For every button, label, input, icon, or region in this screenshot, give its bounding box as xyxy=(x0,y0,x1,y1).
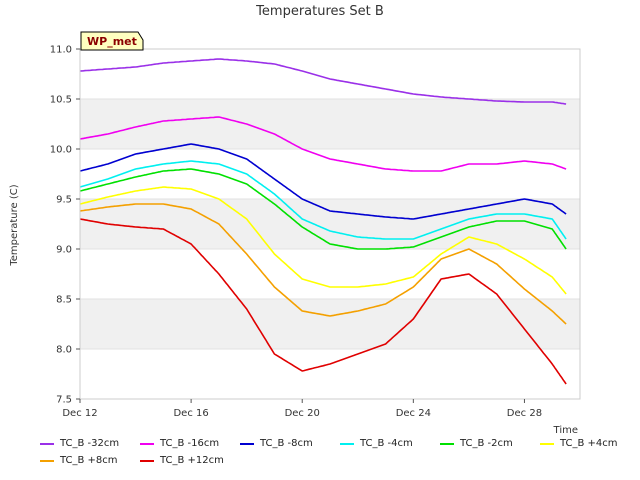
plot-lines xyxy=(79,58,567,385)
legend-swatch xyxy=(40,460,54,462)
y-tick-label: 9.5 xyxy=(56,195,72,206)
legend-swatch xyxy=(340,443,354,445)
series-line xyxy=(79,203,567,325)
chart-title: Temperatures Set B xyxy=(255,4,384,19)
legend-label: TC_B -4cm xyxy=(360,438,413,449)
grid-band xyxy=(80,99,580,149)
legend-label: TC_B -16cm xyxy=(160,438,220,449)
series-line xyxy=(79,186,567,295)
series-line xyxy=(79,168,567,250)
grid-band xyxy=(80,299,580,349)
x-tick-label: Dec 12 xyxy=(62,408,97,419)
x-tick-label: Dec 16 xyxy=(173,408,208,419)
y-tick-label: 10.0 xyxy=(50,145,72,156)
legend-label: TC_B +8cm xyxy=(60,455,118,466)
y-tick-label: 9.0 xyxy=(56,245,72,256)
axes: 7.5 8.0 8.5 9.0 9.5 10.0 10.5 11.0 Dec 12 Dec 16 D… xyxy=(50,45,581,419)
plot-frame xyxy=(79,48,581,400)
legend-label: TC_B -32cm xyxy=(60,438,120,449)
series-line xyxy=(79,143,567,220)
legend-label: TC_B +12cm xyxy=(160,455,224,466)
legend-swatch xyxy=(440,443,454,445)
y-tick-label: 8.0 xyxy=(56,345,72,356)
x-axis-label: Time xyxy=(553,425,578,436)
grid-band xyxy=(80,199,580,249)
legend-label: TC_B -2cm xyxy=(460,438,513,449)
x-tick-label: Dec 24 xyxy=(396,408,431,419)
annotation-label: WP_met xyxy=(87,35,137,48)
annotation-box: WP_met xyxy=(80,31,144,51)
y-tick-label: 11.0 xyxy=(50,45,72,56)
legend-swatch xyxy=(140,443,154,445)
legend-swatch xyxy=(140,460,154,462)
x-tick-label: Dec 28 xyxy=(507,408,542,419)
y-tick-label: 8.5 xyxy=(56,295,72,306)
series-line xyxy=(79,58,567,105)
y-tick-label: 10.5 xyxy=(50,95,72,106)
series-line xyxy=(79,160,567,240)
legend-label: TC_B -8cm xyxy=(260,438,313,449)
series-line xyxy=(79,218,567,385)
y-tick-label: 7.5 xyxy=(56,395,72,406)
series-line xyxy=(79,116,567,172)
legend-swatch xyxy=(40,443,54,445)
legend-swatch xyxy=(240,443,254,445)
y-axis-label: Temperature (C) xyxy=(9,184,20,266)
legend-swatch xyxy=(540,443,554,445)
x-tick-label: Dec 20 xyxy=(285,408,320,419)
legend-label: TC_B +4cm xyxy=(560,438,618,449)
